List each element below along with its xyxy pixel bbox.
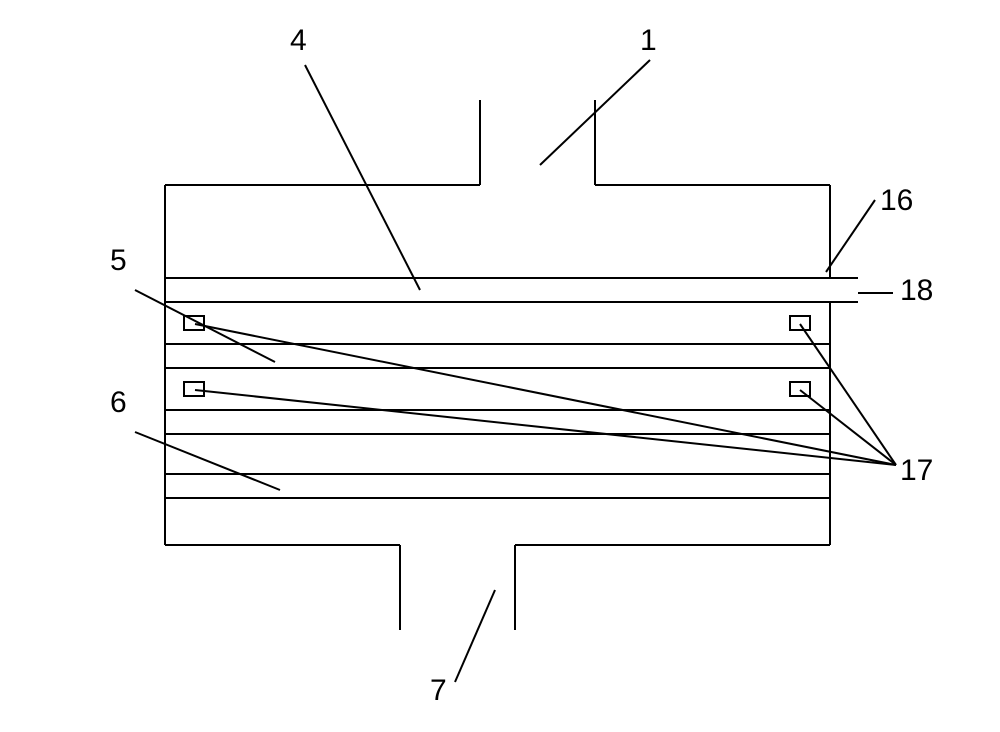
- leader-4: [305, 65, 420, 290]
- leader-17-2: [195, 390, 896, 465]
- label-17: 17: [900, 454, 933, 487]
- spacer-right-1: [790, 382, 810, 396]
- leader-17-1: [800, 324, 896, 465]
- label-1: 1: [640, 24, 657, 57]
- leader-16: [826, 200, 875, 272]
- label-7: 7: [430, 674, 447, 707]
- leader-7: [455, 590, 495, 682]
- label-16: 16: [880, 184, 913, 217]
- label-5: 5: [110, 244, 127, 277]
- leader-17-3: [800, 390, 896, 465]
- label-18: 18: [900, 274, 933, 307]
- spacer-right-0: [790, 316, 810, 330]
- spacer-left-1: [184, 382, 204, 396]
- leader-6: [135, 432, 280, 490]
- label-6: 6: [110, 386, 127, 419]
- label-4: 4: [290, 24, 307, 57]
